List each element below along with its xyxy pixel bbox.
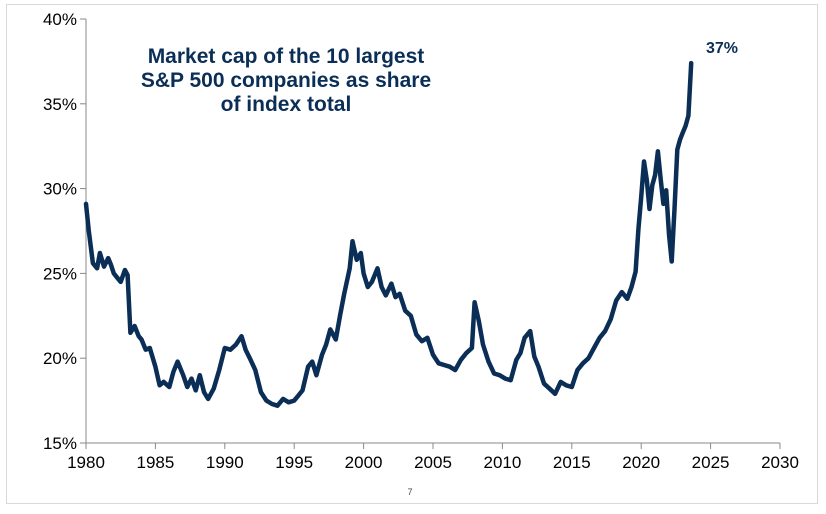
y-axis: 15% 20% 25% 30% 35% 40%	[43, 10, 87, 453]
x-tick-label: 2030	[761, 453, 799, 472]
series-line	[83, 60, 694, 408]
y-tick-label: 25%	[43, 264, 77, 283]
x-tick-label: 2020	[622, 453, 660, 472]
chart-title-line: of index total	[221, 93, 352, 116]
x-tick-label: 2015	[553, 453, 591, 472]
y-tick-label: 20%	[43, 349, 77, 368]
x-tick-label: 2025	[692, 453, 730, 472]
y-tick-label: 40%	[43, 10, 77, 29]
y-tick-label: 15%	[43, 434, 77, 453]
y-tick-label: 35%	[43, 95, 77, 114]
end-value-label: 37%	[706, 40, 738, 57]
x-tick-label: 1995	[275, 453, 313, 472]
x-tick-label: 2010	[483, 453, 521, 472]
chart-frame	[6, 4, 818, 504]
plot-area	[83, 60, 694, 408]
x-tick-label: 1985	[136, 453, 174, 472]
chart-title: Market cap of the 10 largest S&P 500 comp…	[141, 45, 431, 116]
chart-title-line: S&P 500 companies as share	[141, 69, 431, 92]
x-tick-label: 2000	[345, 453, 383, 472]
x-tick-label: 1990	[206, 453, 244, 472]
y-tick-label: 30%	[43, 180, 77, 199]
x-tick-label: 1980	[67, 453, 105, 472]
chart-title-line: Market cap of the 10 largest	[148, 45, 425, 68]
x-tick-label: 2005	[414, 453, 452, 472]
x-axis: 1980 1985 1990 1995 2000 2005 2010 2015 2020 2025…	[67, 442, 799, 472]
page-number: 7	[407, 487, 412, 497]
